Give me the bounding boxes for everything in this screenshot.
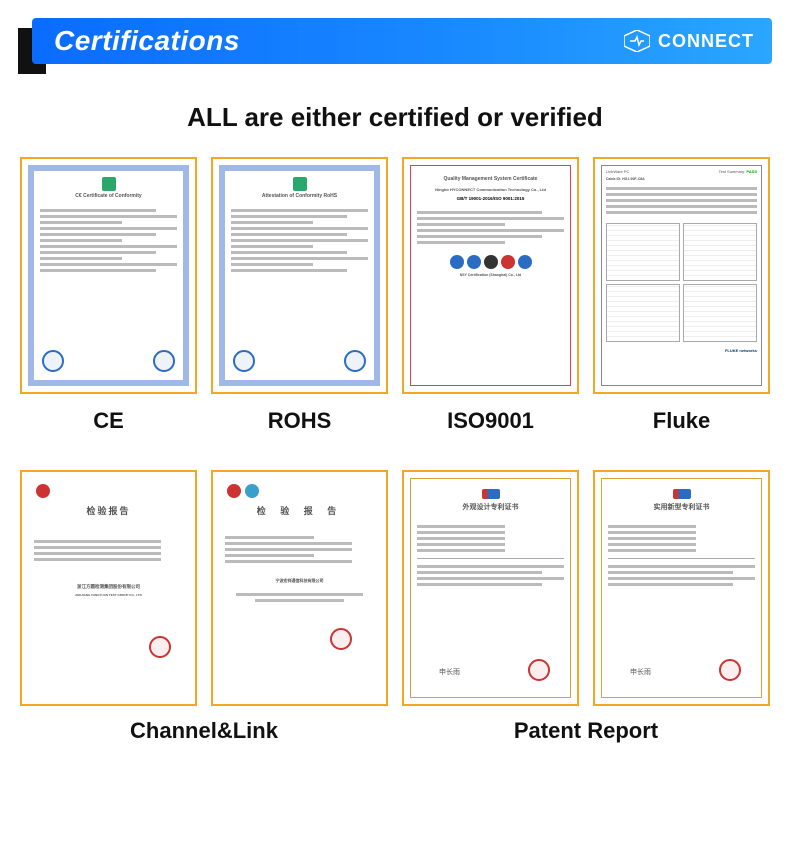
cert-card-iso9001: Quality Management System Certificate Ni… xyxy=(402,157,579,434)
cert-card-fluke: LinkWare PC Test Summary: PASS Cable ID:… xyxy=(593,157,770,434)
header-blue-bar: Certifications CONNECT xyxy=(32,18,772,64)
badge-icon xyxy=(518,255,532,269)
seal-icon xyxy=(719,659,741,681)
fluke-header: LinkWare PC Test Summary: PASS xyxy=(602,166,761,177)
seal-icon xyxy=(330,628,352,650)
seal-icon xyxy=(233,350,255,372)
signature: 申长雨 xyxy=(630,668,651,677)
cert-frame: 检 验 报 告 宁波宏祥通信科技有限公司 xyxy=(211,470,388,707)
plot xyxy=(683,223,757,281)
doc-issuer: NSY Certification (Shanghai) Co., Ltd xyxy=(413,273,568,278)
doc-body-lines xyxy=(411,520,570,591)
doc-title: 外观设计专利证书 xyxy=(413,503,568,512)
doc-title: 检验报告 xyxy=(30,506,187,518)
doc-issuer-en: ZHEJIANG FANGYUAN TEST GROUP CO., LTD xyxy=(30,594,187,598)
cert-label: CE xyxy=(93,408,124,434)
cert-card-patent-a: 外观设计专利证书 申长雨 xyxy=(402,470,579,707)
badge-icon xyxy=(501,255,515,269)
brand-icon xyxy=(624,30,650,52)
cert-doc-channel-b: 检 验 报 告 宁波宏祥通信科技有限公司 xyxy=(219,478,380,699)
cert-label: ROHS xyxy=(268,408,332,434)
signature: 申长雨 xyxy=(439,668,460,677)
cma-logo-icon xyxy=(36,484,50,498)
doc-title: 实用新型专利证书 xyxy=(604,503,759,512)
issuer-logo-icon xyxy=(293,177,307,191)
issuer-logo-icon xyxy=(102,177,116,191)
doc-body-lines xyxy=(28,535,189,566)
doc-issuer: 浙江方圆检测集团股份有限公司 xyxy=(30,584,187,590)
cert-doc-patent-a: 外观设计专利证书 申长雨 xyxy=(410,478,571,699)
cert-doc-channel-a: 检验报告 浙江方圆检测集团股份有限公司 ZHEJIANG FANGYUAN TE… xyxy=(28,478,189,699)
doc-issuer: 宁波宏祥通信科技有限公司 xyxy=(221,578,378,583)
doc-standard: GB/T 19001-2016/ISO 9001:2015 xyxy=(413,196,568,202)
cnas-logo-icon xyxy=(245,484,259,498)
doc-body-lines xyxy=(411,206,570,249)
summary-label: Test Summary: xyxy=(719,169,746,174)
cert-doc-ce: C€ Certificate of Conformity xyxy=(28,165,189,386)
doc-title: 检 验 报 告 xyxy=(221,506,378,518)
badge-icon xyxy=(484,255,498,269)
doc-title: LinkWare PC xyxy=(606,169,629,174)
doc-footer-lines xyxy=(219,588,380,607)
seal-icon xyxy=(42,350,64,372)
certifications-grid: C€ Certificate of Conformity CE Attestat… xyxy=(18,157,772,434)
cert-label: Fluke xyxy=(653,408,710,434)
cert-doc-fluke: LinkWare PC Test Summary: PASS Cable ID:… xyxy=(601,165,762,386)
certifications-grid-row2: 检验报告 浙江方圆检测集团股份有限公司 ZHEJIANG FANGYUAN TE… xyxy=(18,470,772,745)
seal-icon xyxy=(153,350,175,372)
cert-card-patent-b: 实用新型专利证书 申长雨 xyxy=(593,470,770,707)
seal-icon xyxy=(528,659,550,681)
header-bar: Certifications CONNECT xyxy=(18,18,772,74)
plot xyxy=(606,223,680,281)
seal-icon xyxy=(149,636,171,658)
brand-text: CONNECT xyxy=(658,31,754,52)
cert-frame: Quality Management System Certificate Ni… xyxy=(402,157,579,394)
cert-frame: Attestation of Conformity RoHS xyxy=(211,157,388,394)
doc-title: Certificate of Conformity xyxy=(83,193,142,199)
badge-icon xyxy=(450,255,464,269)
doc-body-lines xyxy=(34,204,183,277)
cert-frame: 实用新型专利证书 申长雨 xyxy=(593,470,770,707)
cn-emblem-icon xyxy=(482,489,500,499)
cert-card-channel-b: 检 验 报 告 宁波宏祥通信科技有限公司 xyxy=(211,470,388,707)
plot xyxy=(683,284,757,342)
cert-doc-patent-b: 实用新型专利证书 申长雨 xyxy=(601,478,762,699)
doc-title: Quality Management System Certificate xyxy=(413,176,568,183)
accreditation-badges xyxy=(411,255,570,269)
seal-icon xyxy=(344,350,366,372)
page-subtitle: ALL are either certified or verified xyxy=(18,102,772,133)
cert-label: ISO9001 xyxy=(447,408,534,434)
doc-title: Attestation of Conformity RoHS xyxy=(227,193,372,200)
cert-card-rohs: Attestation of Conformity RoHS ROHS xyxy=(211,157,388,434)
cma-logo-icon xyxy=(227,484,241,498)
doc-body-lines xyxy=(219,531,380,568)
cert-card-ce: C€ Certificate of Conformity CE xyxy=(20,157,197,434)
cert-doc-iso: Quality Management System Certificate Ni… xyxy=(410,165,571,386)
doc-company: Ningbo HYCONNECT Communication Technolog… xyxy=(413,187,568,192)
fluke-footer-brand: FLUKE networks xyxy=(602,346,761,355)
cn-emblem-icon xyxy=(673,489,691,499)
fluke-table xyxy=(602,182,761,219)
cert-card-channel-a: 检验报告 浙江方圆检测集团股份有限公司 ZHEJIANG FANGYUAN TE… xyxy=(20,470,197,707)
pair-label-channel-link: Channel&Link xyxy=(20,718,388,744)
cert-frame: LinkWare PC Test Summary: PASS Cable ID:… xyxy=(593,157,770,394)
doc-body-lines xyxy=(225,204,374,277)
badge-icon xyxy=(467,255,481,269)
cert-frame: 外观设计专利证书 申长雨 xyxy=(402,470,579,707)
fluke-plots xyxy=(602,219,761,346)
pair-label-patent-report: Patent Report xyxy=(402,718,770,744)
summary-value: PASS xyxy=(746,169,757,174)
plot xyxy=(606,284,680,342)
cert-doc-rohs: Attestation of Conformity RoHS xyxy=(219,165,380,386)
cert-frame: C€ Certificate of Conformity xyxy=(20,157,197,394)
cert-frame: 检验报告 浙江方圆检测集团股份有限公司 ZHEJIANG FANGYUAN TE… xyxy=(20,470,197,707)
brand-logo: CONNECT xyxy=(624,30,754,52)
doc-body-lines xyxy=(602,520,761,591)
header-title: Certifications xyxy=(54,25,240,57)
